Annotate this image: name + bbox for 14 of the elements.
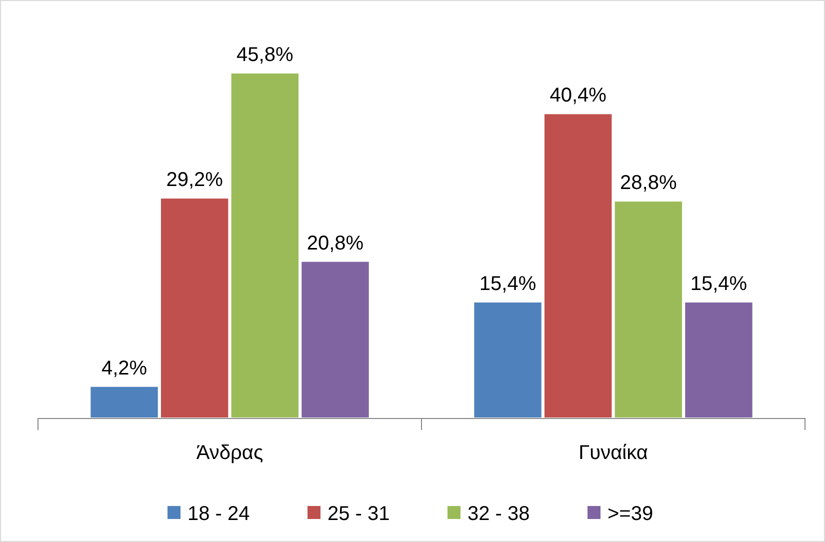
data-label: 29,2% (166, 169, 224, 192)
data-label: 28,8% (620, 172, 677, 194)
data-label: 45,8% (236, 44, 294, 66)
data-label: 40,4% (550, 84, 607, 107)
data-label: 20,8% (306, 232, 364, 254)
data-label: 4,2% (101, 357, 148, 380)
x-tick-label: Άνδρας (196, 442, 264, 464)
legend-label: 32 - 38 (468, 503, 530, 525)
legend-label: >=39 (608, 503, 654, 525)
legend-label: 25 - 31 (328, 503, 390, 525)
x-tick-label: Γυναίκα (578, 442, 648, 464)
data-label: 15,4% (690, 272, 748, 295)
legend-label: 18 - 24 (188, 503, 250, 525)
data-label: 15,4% (479, 272, 536, 295)
